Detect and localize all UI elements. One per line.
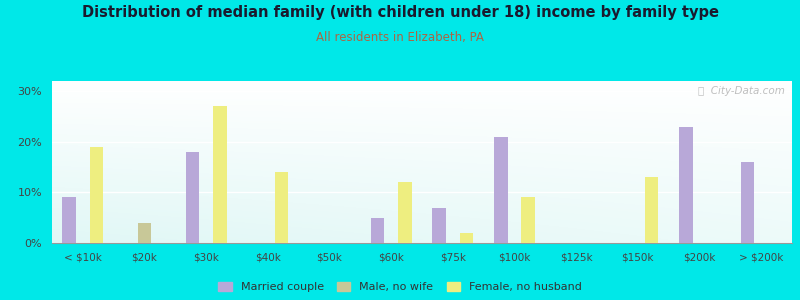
Bar — [371, 218, 384, 243]
Bar — [460, 233, 473, 243]
Bar — [679, 127, 693, 243]
Bar — [645, 177, 658, 243]
Bar — [741, 162, 754, 243]
Text: ⓘ  City-Data.com: ⓘ City-Data.com — [698, 86, 785, 96]
Bar — [213, 106, 226, 243]
Bar — [494, 137, 508, 243]
Bar — [433, 208, 446, 243]
Bar — [186, 152, 199, 243]
Bar — [62, 197, 76, 243]
Bar — [522, 197, 535, 243]
Text: All residents in Elizabeth, PA: All residents in Elizabeth, PA — [316, 32, 484, 44]
Bar — [90, 147, 103, 243]
Bar — [274, 172, 288, 243]
Bar — [138, 223, 151, 243]
Legend: Married couple, Male, no wife, Female, no husband: Married couple, Male, no wife, Female, n… — [216, 280, 584, 294]
Bar — [398, 182, 411, 243]
Text: Distribution of median family (with children under 18) income by family type: Distribution of median family (with chil… — [82, 4, 718, 20]
